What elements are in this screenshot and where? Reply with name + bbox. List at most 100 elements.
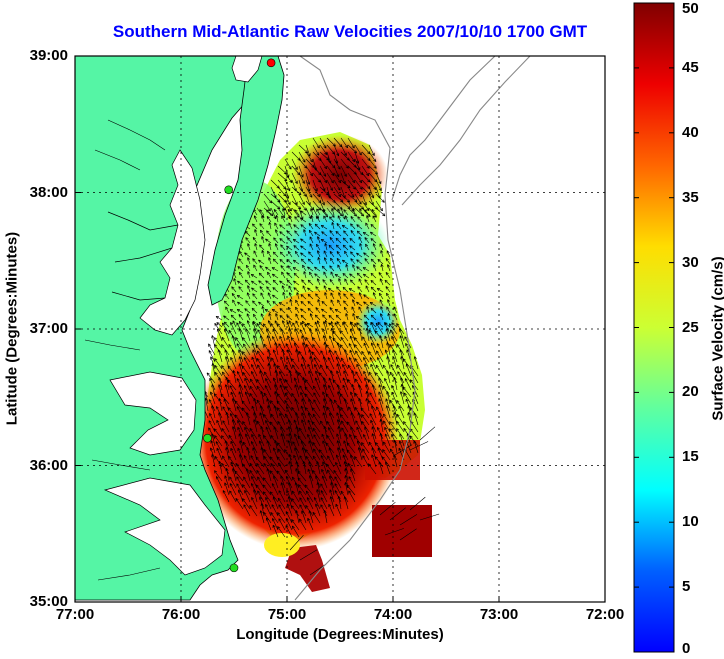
- velocity-vector-arrow: [229, 476, 237, 489]
- velocity-vector-arrow: [356, 224, 363, 230]
- velocity-vector-arrow: [405, 398, 412, 412]
- velocity-vector-arrow: [256, 463, 265, 475]
- velocity-vector-arrow: [362, 273, 370, 279]
- velocity-vector-arrow: [251, 307, 258, 314]
- velocity-vector-arrow: [287, 426, 293, 440]
- velocity-vector-arrow: [326, 179, 333, 191]
- velocity-vector-arrow: [364, 209, 370, 216]
- velocity-vector-arrow: [261, 215, 265, 223]
- velocity-vector-arrow: [336, 223, 342, 230]
- velocity-vector-arrow: [356, 440, 363, 454]
- velocity-vector-arrow: [300, 210, 307, 216]
- velocity-vector-arrow: [250, 274, 258, 279]
- velocity-vector-arrow: [375, 200, 383, 212]
- speed-region-southern-high: [190, 330, 400, 550]
- x-tick-label: 73:00: [479, 606, 519, 623]
- velocity-vector-arrow: [326, 406, 335, 419]
- velocity-vector-arrow: [371, 251, 377, 258]
- velocity-vector-arrow: [242, 441, 251, 454]
- velocity-vector-arrow: [264, 385, 272, 398]
- velocity-vector-arrow: [276, 456, 286, 468]
- velocity-vector-arrow: [221, 365, 230, 377]
- velocity-vector-arrow: [284, 449, 293, 461]
- velocity-vector-arrow: [350, 412, 356, 426]
- velocity-vector-arrow: [266, 440, 272, 454]
- velocity-vector-arrow: [270, 462, 279, 475]
- velocity-vector-arrow: [292, 259, 300, 265]
- velocity-vector-arrow: [347, 379, 356, 391]
- velocity-vector-arrow: [277, 420, 286, 433]
- velocity-vector-arrow: [357, 384, 363, 398]
- velocity-vector-arrow: [305, 407, 314, 419]
- velocity-vector-arrow: [308, 229, 314, 237]
- velocity-vector-arrow: [351, 370, 356, 384]
- velocity-vector-arrow: [364, 258, 370, 265]
- colorbar-tick-label: 5: [682, 578, 691, 596]
- velocity-vector-arrow: [379, 335, 384, 349]
- velocity-vector-arrow: [321, 475, 328, 489]
- velocity-vector-arrow: [280, 244, 286, 251]
- velocity-vector-arrow: [366, 215, 370, 223]
- velocity-vector-arrow: [218, 412, 223, 426]
- velocity-vector-arrow: [354, 344, 363, 356]
- velocity-vector-arrow: [314, 363, 321, 377]
- velocity-vector-arrow: [266, 300, 272, 307]
- velocity-vector-arrow: [393, 440, 398, 454]
- velocity-vector-arrow: [260, 313, 265, 321]
- velocity-vector-arrow: [225, 447, 230, 461]
- velocity-vector-arrow: [280, 475, 286, 489]
- velocity-vector-arrow: [379, 501, 396, 516]
- velocity-vector-arrow: [224, 475, 230, 489]
- velocity-vector-arrow: [300, 245, 307, 251]
- velocity-vector-arrow: [384, 321, 391, 335]
- x-tick-label: 77:00: [55, 606, 95, 623]
- velocity-vector-arrow: [305, 179, 311, 192]
- velocity-vector-arrow: [251, 441, 258, 454]
- velocity-vector-arrow: [389, 421, 398, 433]
- velocity-vector-arrow: [299, 329, 307, 342]
- velocity-vector-arrow: [245, 328, 251, 342]
- velocity-vector-arrow: [368, 351, 377, 363]
- velocity-vector-arrow: [232, 320, 237, 328]
- velocity-vector-arrow: [308, 251, 314, 258]
- velocity-vector-arrow: [243, 504, 251, 517]
- velocity-vector-arrow: [345, 313, 349, 321]
- velocity-vector-arrow: [236, 483, 244, 496]
- velocity-vector-arrow: [259, 244, 265, 251]
- velocity-vector-arrow: [265, 517, 272, 531]
- velocity-vector-arrow: [387, 264, 391, 272]
- velocity-vector-arrow: [268, 257, 272, 265]
- velocity-vector-arrow: [316, 461, 321, 475]
- velocity-vector-arrow: [253, 398, 258, 412]
- velocity-vector-arrow: [251, 364, 258, 377]
- velocity-vector-arrow: [370, 272, 377, 279]
- velocity-vector-arrow: [294, 328, 300, 342]
- velocity-vector-arrow: [396, 364, 405, 377]
- velocity-vector-arrow: [355, 350, 363, 363]
- velocity-vector-arrow: [342, 273, 349, 279]
- velocity-vector-arrow: [244, 308, 251, 314]
- velocity-vector-arrow: [279, 370, 286, 384]
- velocity-vector-arrow: [214, 470, 223, 482]
- velocity-vector-arrow: [291, 158, 298, 170]
- velocity-vector-arrow: [298, 165, 304, 178]
- velocity-vector-arrow: [318, 449, 328, 461]
- velocity-vector-arrow: [300, 440, 307, 454]
- velocity-vector-arrow: [386, 306, 391, 314]
- velocity-vector-arrow: [231, 292, 237, 300]
- velocity-vector-arrow: [326, 434, 335, 447]
- velocity-vector-arrow: [332, 330, 342, 342]
- velocity-vector-arrow: [265, 496, 272, 510]
- velocity-vector-arrow: [315, 307, 321, 314]
- velocity-vector-arrow: [358, 328, 363, 342]
- velocity-vector-arrow: [378, 412, 384, 426]
- velocity-vector-arrow: [253, 250, 258, 258]
- velocity-vector-arrow: [292, 364, 300, 377]
- velocity-vector-arrow: [363, 294, 370, 300]
- velocity-vector-arrow: [218, 398, 223, 412]
- velocity-vector-arrow: [310, 208, 314, 216]
- velocity-vector-arrow: [308, 440, 314, 454]
- speed-patch-se: [372, 505, 432, 557]
- velocity-vector-arrow: [343, 209, 349, 216]
- velocity-vector-arrow: [386, 292, 391, 300]
